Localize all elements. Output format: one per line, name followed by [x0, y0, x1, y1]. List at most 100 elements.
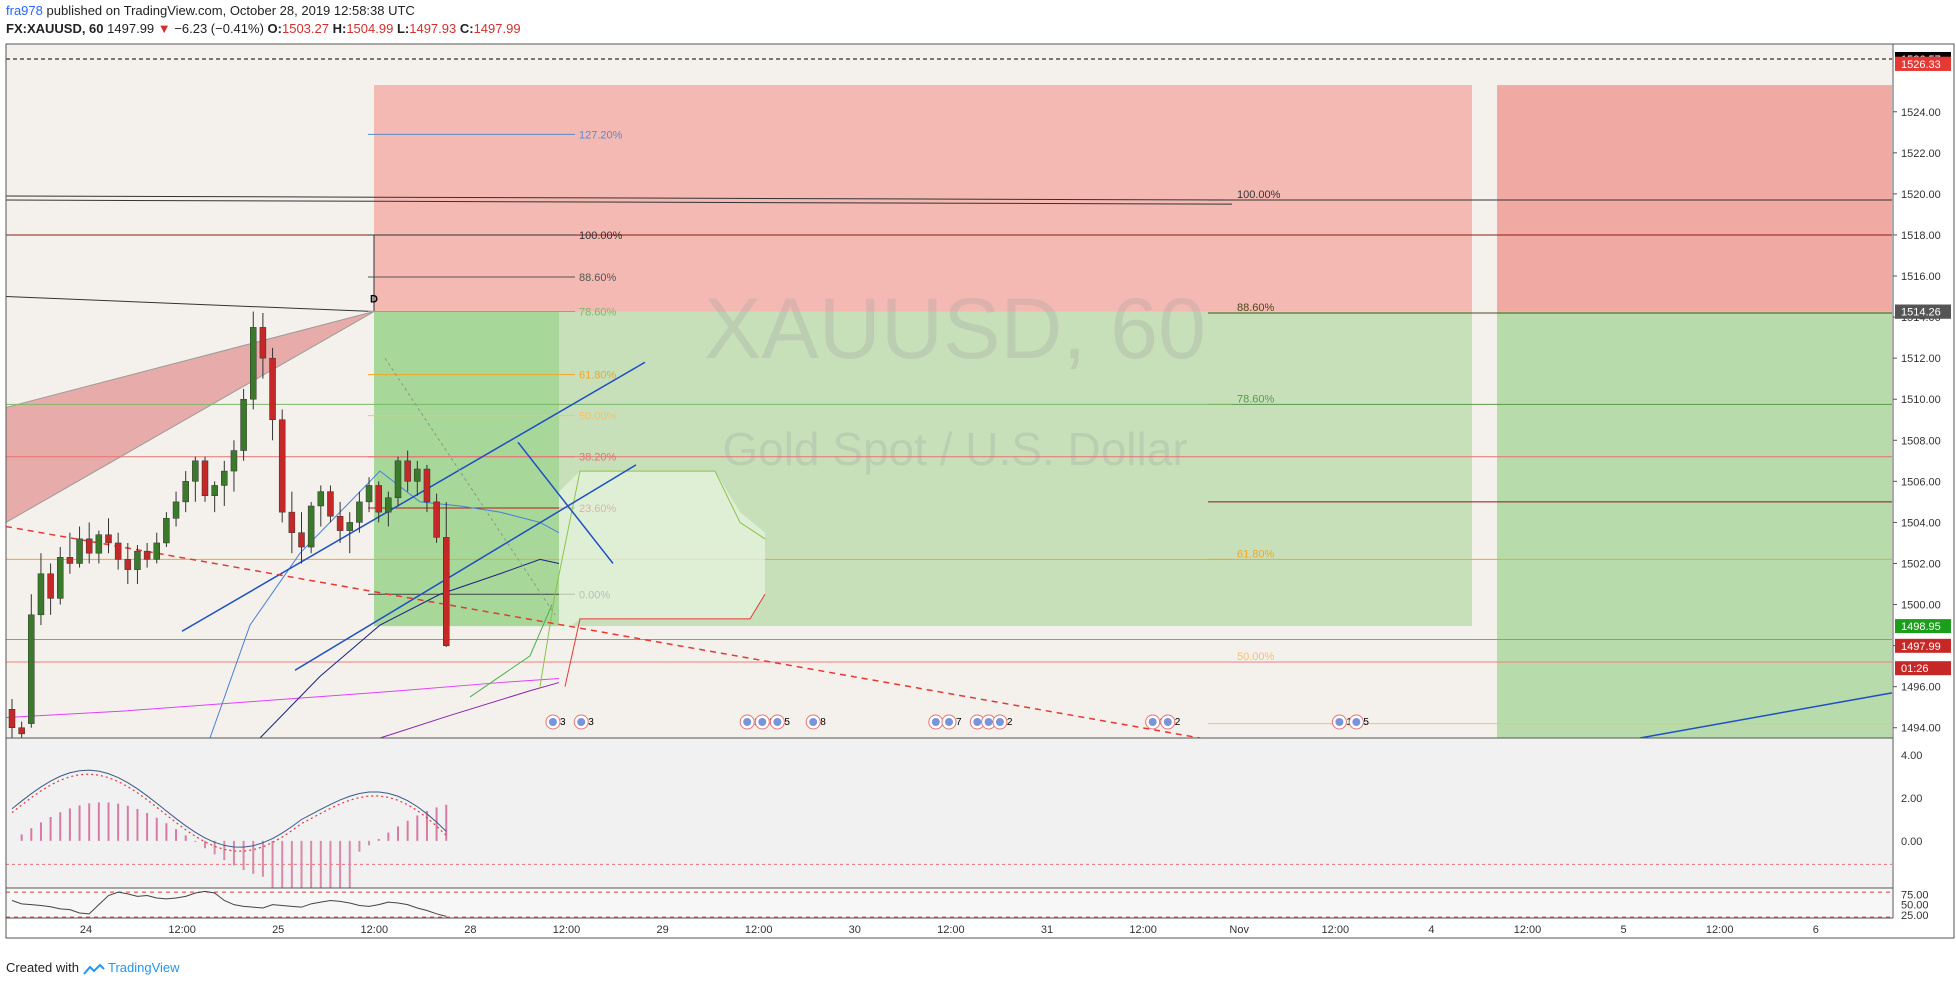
wedge-line[interactable] — [517, 441, 614, 564]
long-position-zone-2[interactable] — [1497, 311, 1892, 738]
short-position-zone[interactable] — [374, 85, 1472, 312]
candle[interactable] — [95, 534, 103, 554]
time-tick-label: 31 — [1041, 924, 1053, 936]
price-badge-label: 1498.95 — [1901, 621, 1941, 633]
candle[interactable] — [211, 485, 218, 496]
publish-info: published on TradingView.com, October 28… — [46, 3, 415, 18]
event-count-label: 2 — [1007, 717, 1013, 728]
candle[interactable] — [288, 511, 296, 533]
price-badge — [1895, 661, 1951, 676]
descending-trend-line[interactable] — [5, 525, 1201, 739]
candle[interactable] — [385, 497, 392, 513]
candle[interactable] — [153, 542, 160, 560]
candle[interactable] — [221, 470, 228, 486]
candle[interactable] — [192, 460, 199, 482]
candle[interactable] — [134, 550, 141, 570]
candle[interactable] — [269, 357, 276, 420]
candle[interactable] — [182, 481, 189, 503]
time-tick-label: 12:00 — [168, 924, 196, 936]
candle[interactable] — [201, 460, 209, 496]
candle[interactable] — [105, 534, 112, 544]
fib-left-level-label: 127.20% — [579, 129, 623, 141]
time-tick-label: Nov — [1229, 924, 1249, 936]
candle[interactable] — [375, 485, 382, 513]
flag-icon — [758, 718, 767, 726]
macd-pane-bg — [6, 738, 1892, 888]
price-badge-label: 1526.33 — [1901, 59, 1941, 71]
fib-right-level-label: 78.60% — [1237, 393, 1275, 405]
publisher-link[interactable]: fra978 — [6, 3, 43, 18]
chart-border — [5, 43, 1955, 939]
candle[interactable] — [57, 557, 64, 599]
price-change: −6.23 (−0.41%) — [174, 21, 264, 36]
price-tick-label: 1496.00 — [1901, 682, 1941, 694]
price-tick-label: 1502.00 — [1901, 558, 1941, 570]
trend-line-right[interactable] — [1639, 692, 1893, 739]
fib-left-level-label: 50.00% — [579, 411, 617, 423]
candle[interactable] — [394, 460, 402, 499]
candle[interactable] — [76, 538, 83, 564]
time-tick-label: 25 — [272, 924, 284, 936]
candle[interactable] — [317, 491, 325, 507]
candle[interactable] — [47, 573, 54, 599]
price-badge-label: 1514.26 — [1901, 307, 1941, 319]
candle[interactable] — [443, 537, 450, 647]
high-label: H: — [332, 21, 347, 36]
price-tick-label: 1522.00 — [1901, 148, 1941, 160]
candle[interactable] — [85, 538, 93, 554]
event-count-label: 5 — [1363, 717, 1369, 728]
candle[interactable] — [356, 501, 363, 523]
candle[interactable] — [240, 398, 247, 451]
long-horizontal-line-2[interactable] — [5, 195, 1233, 201]
candle[interactable] — [346, 522, 353, 531]
flag-icon — [1335, 718, 1344, 726]
candle[interactable] — [124, 559, 132, 570]
time-tick-label: 12:00 — [1129, 924, 1157, 936]
event-count-label: 7 — [956, 717, 962, 728]
candle[interactable] — [28, 614, 35, 724]
candle[interactable] — [172, 501, 180, 519]
candle[interactable] — [259, 327, 267, 359]
candle[interactable] — [307, 505, 315, 548]
price-tick-label: 1518.00 — [1901, 230, 1941, 242]
brand-link[interactable]: TradingView — [108, 960, 180, 975]
axes: 1494.001496.001498.001500.001502.001504.… — [5, 43, 1956, 939]
ma-mid-line — [379, 682, 560, 739]
candle[interactable] — [404, 460, 411, 482]
ma-long-line — [5, 677, 560, 718]
short-position-zone-2[interactable] — [1497, 85, 1892, 312]
candle[interactable] — [66, 557, 74, 564]
candle[interactable] — [250, 327, 257, 400]
candle[interactable] — [18, 727, 25, 735]
candle[interactable] — [336, 515, 344, 531]
main-pane[interactable]: XAUUSD, 60 Gold Spot / U.S. Dollar D 100.00… — [5, 44, 1893, 739]
long-horizontal-line[interactable] — [5, 199, 1233, 205]
candle[interactable] — [423, 468, 431, 503]
rsi-pane[interactable] — [6, 888, 1892, 918]
macd-line — [11, 769, 447, 848]
candle[interactable] — [278, 419, 286, 513]
pattern-leg[interactable] — [5, 296, 375, 313]
candle[interactable] — [298, 532, 305, 548]
candle[interactable] — [37, 573, 45, 616]
rsi-pane-bg — [6, 888, 1892, 918]
open-value: 1503.27 — [281, 21, 329, 36]
candle[interactable] — [414, 468, 421, 482]
flag-icon — [1352, 718, 1361, 726]
macd-pane[interactable] — [6, 738, 1892, 914]
candle[interactable] — [327, 491, 334, 517]
flag-icon — [995, 718, 1004, 726]
candle[interactable] — [230, 450, 238, 472]
candle[interactable] — [163, 518, 170, 544]
candle[interactable] — [143, 550, 151, 560]
candle[interactable] — [365, 485, 373, 503]
candle[interactable] — [8, 709, 16, 728]
event-count-label: 8 — [820, 717, 826, 728]
channel-upper-line[interactable] — [181, 361, 646, 632]
candle[interactable] — [114, 542, 122, 560]
candle[interactable] — [433, 501, 440, 538]
fib-right-level-label: 88.60% — [1237, 302, 1275, 314]
price-badge — [1895, 619, 1951, 634]
channel-lower-line[interactable] — [294, 464, 637, 671]
